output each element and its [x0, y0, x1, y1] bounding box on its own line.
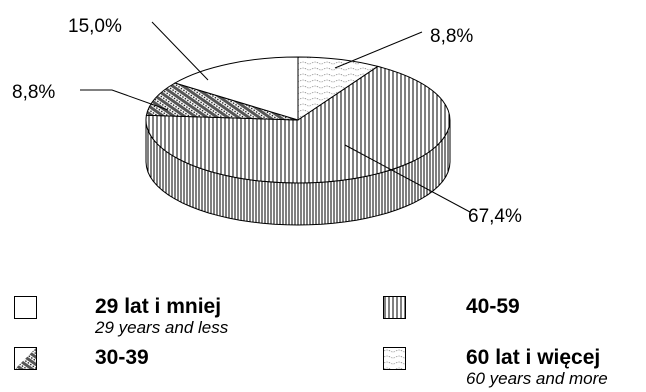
pie-slice-40-59: [145, 65, 451, 184]
leader-line-60-and-more: [334, 31, 423, 69]
legend-swatch-vertical-lines: [383, 296, 406, 319]
legend-item-30-39: 30-39: [14, 347, 149, 370]
legend-label: 60 lat i więcej: [466, 346, 601, 369]
leader-line-40-59: [344, 144, 471, 213]
legend-swatch-waves: [383, 347, 406, 370]
legend-sublabel: 29 years and less: [95, 318, 229, 337]
pie-slice-60-and-more: [297, 56, 380, 121]
legend-item-60-and-more: 60 lat i więcej 60 years and more: [383, 347, 608, 387]
pie-chart: 15,0% 8,8% 67,4% 8,8%: [12, 16, 522, 227]
legend-sublabel: 60 years and more: [466, 369, 608, 388]
data-label-60-and-more: 8,8%: [430, 26, 473, 47]
data-label-30-39: 8,8%: [12, 82, 55, 103]
leader-line-30-39: [80, 89, 169, 111]
leader-line-29-and-less: [151, 21, 209, 81]
pie-slice-30-39: [145, 82, 299, 121]
legend-label: 29 lat i mniej: [95, 295, 222, 318]
data-label-40-59: 67,4%: [468, 206, 522, 227]
legend-item-40-59: 40-59: [383, 296, 520, 319]
legend-label: 40-59: [466, 295, 520, 318]
pie-slice-29-and-less: [173, 56, 299, 121]
legend-label: 30-39: [95, 346, 149, 369]
legend-swatch-white: [14, 296, 37, 319]
legend-swatch-diagonal-dots: [14, 347, 37, 370]
data-label-29-and-less: 15,0%: [68, 16, 122, 37]
legend-item-29-and-less: 29 lat i mniej 29 years and less: [14, 296, 228, 336]
